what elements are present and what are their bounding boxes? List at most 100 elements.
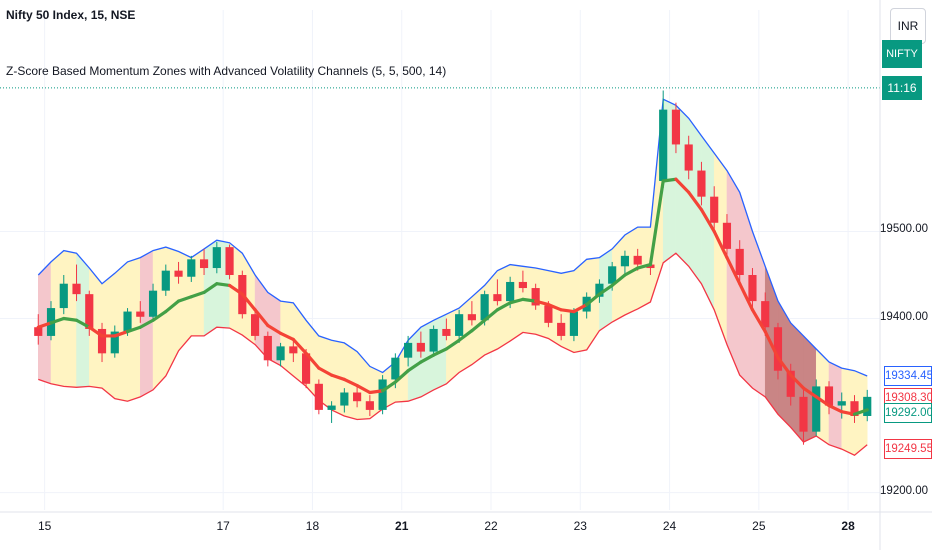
candle-body [174, 270, 183, 277]
candle-body [404, 342, 413, 358]
basis-segment [113, 329, 130, 338]
basis-segment [87, 325, 104, 338]
basis-segment [661, 177, 678, 183]
basis-segment [534, 299, 551, 307]
basis-segment [151, 309, 168, 322]
candle-body [799, 396, 808, 432]
candle-body [620, 255, 630, 267]
candle-body [493, 294, 502, 302]
candle-body [225, 247, 234, 275]
basis-segment [521, 297, 538, 303]
candle-body [748, 275, 757, 302]
basis-segment [687, 190, 704, 212]
candle-body [697, 170, 706, 197]
basis-segment [623, 266, 640, 277]
candle-body [480, 294, 489, 321]
basis-segment [62, 316, 79, 322]
basis-segment [215, 282, 232, 288]
candle-body [85, 294, 94, 329]
candle-body [34, 327, 43, 336]
candle-body [837, 401, 846, 406]
basis-segment [789, 373, 806, 390]
y-tick-label: 19500.00 [880, 223, 928, 236]
basis-segment [406, 360, 423, 373]
basis-segment [840, 410, 857, 416]
price-scale-label: 19292.00 [884, 402, 932, 423]
basis-segment [444, 338, 461, 351]
upper-band [37, 98, 868, 377]
candle-body [148, 290, 158, 317]
basis-segment [699, 208, 716, 234]
candle-body [671, 109, 681, 145]
candle-body [710, 196, 719, 223]
x-tick-label: 18 [305, 519, 320, 533]
indicator-legend[interactable]: Z-Score Based Momentum Zones with Advanc… [6, 64, 447, 78]
basis-segment [317, 366, 334, 377]
basis-segment [636, 262, 653, 270]
basis-segment [125, 325, 142, 334]
candle-body [633, 255, 642, 265]
basis-segment [508, 297, 525, 305]
basis-segment [240, 292, 257, 312]
basis-segment [189, 290, 206, 299]
candle-body [518, 281, 527, 289]
candle-body [72, 283, 81, 295]
candle-body [544, 305, 553, 323]
candle-body [263, 335, 272, 361]
basis-segment [368, 389, 385, 395]
x-tick-label: 28 [841, 519, 855, 533]
x-tick-label: 21 [395, 519, 409, 533]
x-tick-label: 15 [37, 519, 52, 533]
basis-segment [36, 321, 53, 329]
candle-body [161, 270, 170, 291]
currency-selector[interactable]: INR [890, 8, 926, 44]
candle-body [123, 311, 132, 332]
candle-body [761, 301, 770, 328]
y-tick-label: 19400.00 [880, 310, 928, 323]
basis-segment [329, 373, 346, 382]
candle-body [646, 264, 655, 269]
candle-body [302, 353, 311, 384]
basis-segment [432, 347, 448, 357]
candle-body [812, 386, 821, 432]
basis-segment [852, 408, 869, 416]
candle-body [850, 401, 859, 416]
basis-segment [304, 351, 321, 370]
candle-body [659, 109, 668, 181]
candle-body [187, 259, 196, 277]
basis-segment [776, 356, 793, 377]
chart-title[interactable]: Nifty 50 Index, 15, NSE [6, 8, 136, 22]
basis-segment [648, 179, 665, 267]
candle-body [289, 346, 298, 354]
basis-segment [585, 292, 602, 307]
momentum-zones [38, 98, 868, 456]
candle-body [608, 266, 617, 284]
candle-body [786, 370, 795, 397]
candle-body [824, 386, 834, 406]
x-tick-label: 17 [216, 519, 230, 533]
basis-segment [266, 323, 283, 335]
symbol-price-tag: NIFTY [882, 40, 922, 68]
candle-body [442, 328, 451, 336]
candle-body [212, 247, 221, 269]
y-tick-label: 19200.00 [880, 484, 928, 497]
basis-segment [49, 316, 66, 325]
candle-body [340, 392, 349, 406]
candle-body [455, 314, 464, 336]
basis-segment [164, 299, 181, 314]
candle-body [531, 288, 540, 306]
candle-body [276, 346, 285, 361]
x-tick-label: 25 [752, 519, 766, 533]
x-tick-label: 24 [662, 519, 677, 533]
basis-segment [253, 308, 270, 328]
candle-body [506, 281, 515, 302]
basis-segment [572, 302, 589, 314]
basis-segment [202, 282, 219, 295]
basis-segment [495, 301, 512, 312]
candle-body [378, 379, 387, 410]
candle-body [773, 327, 783, 371]
candle-body [136, 311, 145, 317]
basis-segment [138, 318, 155, 329]
